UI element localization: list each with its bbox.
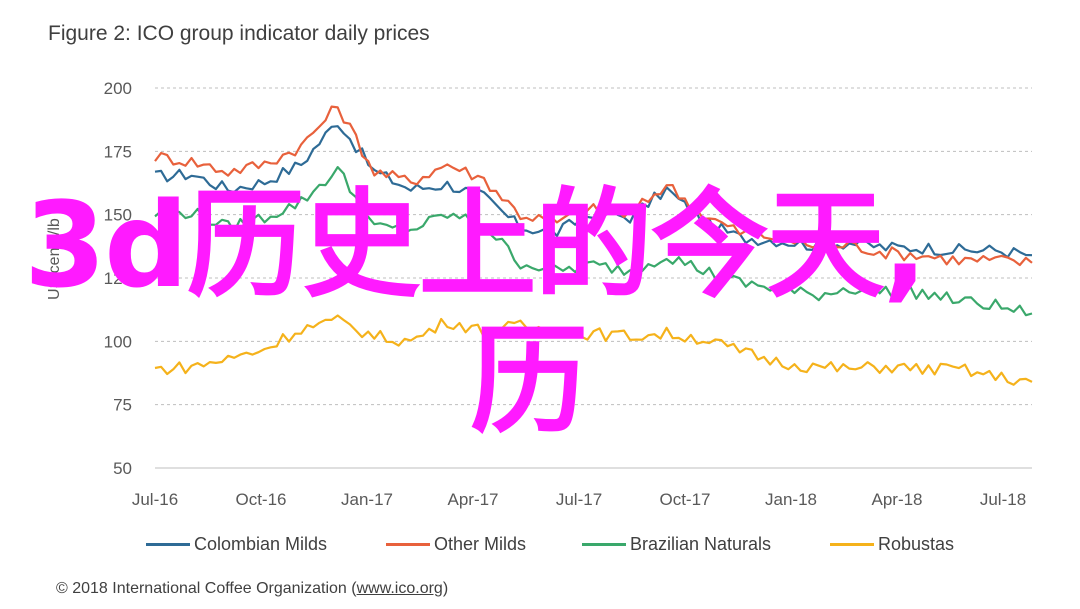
series-lines [154, 105, 1033, 386]
x-tick-label: Jul-17 [556, 490, 602, 509]
x-tick-label: Apr-18 [871, 490, 922, 509]
y-tick-labels: 50 75 100 125 150 175 200 [104, 79, 132, 478]
legend-swatch [830, 543, 874, 546]
legend-item-brazilian-naturals: Brazilian Naturals [582, 534, 771, 555]
series-line-colombian-milds [154, 125, 1033, 259]
y-tick-label: 100 [104, 332, 132, 351]
y-tick-label: 75 [113, 396, 132, 415]
legend-item-other-mild: Other Milds [386, 534, 526, 555]
legend-label: Colombian Milds [194, 534, 328, 554]
x-tick-label: Oct-16 [235, 490, 286, 509]
copyright-text: © 2018 International Coffee Organization… [56, 580, 357, 597]
legend-item-colombian-mild: Colombian Milds [146, 534, 327, 555]
legend-label: Robustas [878, 534, 955, 554]
y-tick-label: 150 [104, 206, 132, 225]
x-tick-labels: Jul-16 Oct-16 Jan-17 Apr-17 Jul-17 Oct-17 Jan-… [132, 490, 1026, 509]
legend-swatch [582, 543, 626, 546]
legend-item-robustas: Robustas [830, 534, 954, 555]
y-tick-label: 125 [104, 269, 132, 288]
legend-swatch [146, 543, 190, 546]
legend-label: Brazilian Naturals [630, 534, 772, 554]
copyright-close: ) [442, 580, 449, 597]
copyright-footer: © 2018 International Coffee Organization… [56, 580, 448, 598]
chart-title: Figure 2: ICO group indicator daily pric… [48, 22, 430, 45]
series-line-other-milds [154, 105, 1033, 267]
y-tick-label: 200 [104, 79, 132, 98]
x-tick-label: Jul-16 [132, 490, 178, 509]
x-tick-label: Jan-17 [341, 490, 393, 509]
gridlines [155, 87, 1032, 406]
ico-link[interactable]: www.ico.org [356, 580, 443, 597]
y-tick-label: 175 [104, 142, 132, 161]
y-tick-label: 50 [113, 459, 132, 478]
series-line-robustas [154, 314, 1033, 386]
x-tick-label: Jul-18 [980, 490, 1026, 509]
x-tick-label: Apr-17 [447, 490, 498, 509]
legend-label: Other Milds [434, 534, 527, 554]
legend: Colombian Milds Other Milds Brazilian Na… [0, 534, 1080, 560]
legend-swatch [386, 543, 430, 546]
x-tick-label: Oct-17 [659, 490, 710, 509]
x-tick-label: Jan-18 [765, 490, 817, 509]
series-line-brazilian-naturals [154, 166, 1033, 317]
